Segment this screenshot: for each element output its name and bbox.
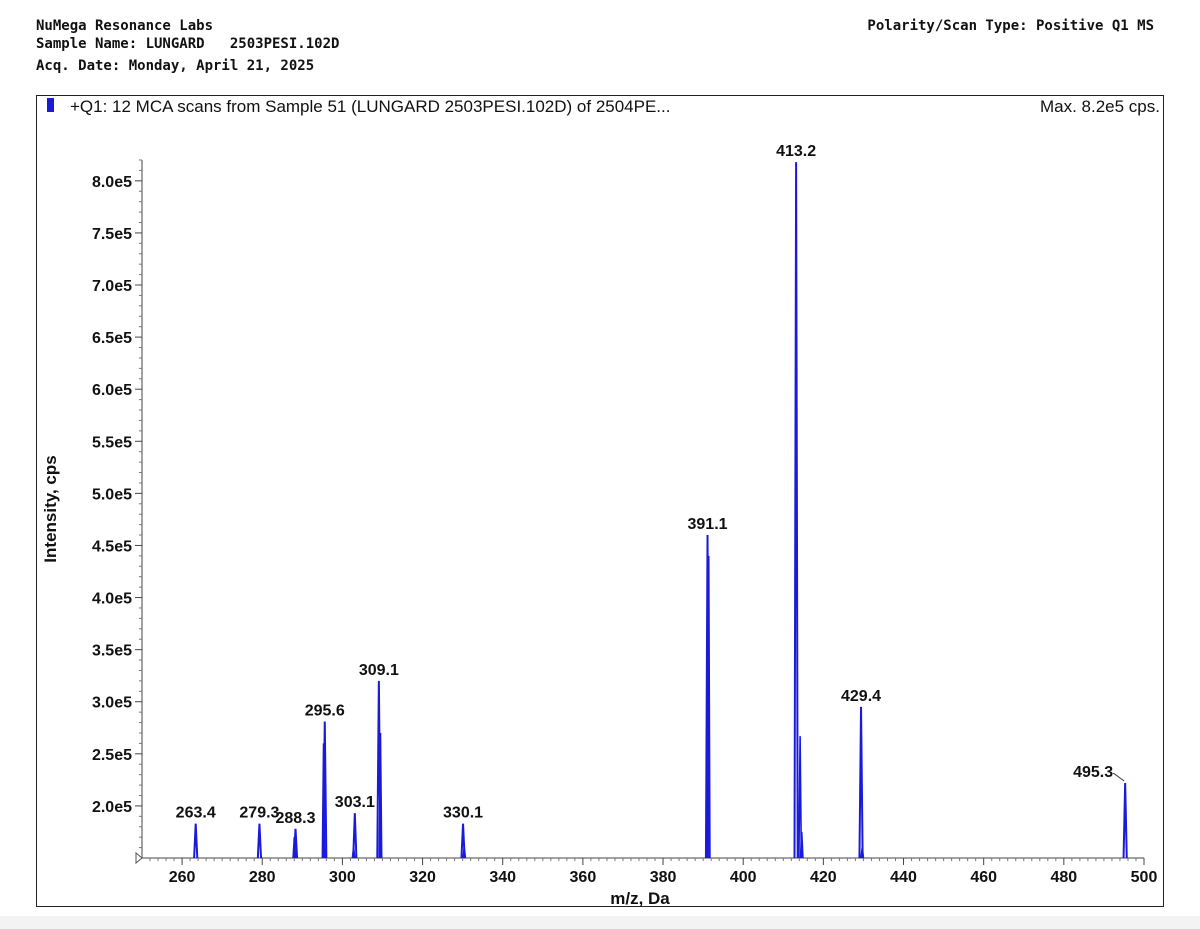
lab-name: NuMega Resonance Labs [36, 18, 214, 34]
y-tick-label: 6.5e5 [92, 330, 132, 347]
chart-title: +Q1: 12 MCA scans from Sample 51 (LUNGAR… [70, 97, 670, 116]
peak [352, 813, 358, 859]
sample-name: Sample Name: LUNGARD 2503PESI.102D [36, 36, 340, 52]
peak [256, 823, 263, 859]
x-axis-origin-marker [135, 851, 143, 865]
x-tick-label: 480 [1050, 869, 1077, 886]
peak [292, 828, 299, 859]
x-axis-label: m/z, Da [610, 889, 670, 907]
x-tick-label: 460 [970, 869, 997, 886]
y-tick-label: 5.5e5 [92, 434, 132, 451]
x-tick-label: 500 [1131, 869, 1158, 886]
peak-label: 495.3 [1073, 764, 1113, 781]
peaks [193, 162, 1128, 859]
peak [376, 680, 382, 859]
chart-frame [36, 95, 1164, 907]
x-tick-label: 440 [890, 869, 917, 886]
window-bottom-strip [0, 916, 1200, 929]
acquisition-date: Acq. Date: Monday, April 21, 2025 [36, 58, 315, 74]
peak-label: 391.1 [688, 516, 728, 533]
x-tick-label: 380 [650, 869, 677, 886]
x-tick-label: 420 [810, 869, 837, 886]
peak-label-leader [1112, 772, 1125, 782]
peak-label: 263.4 [176, 805, 216, 822]
peak-label: 303.1 [335, 794, 375, 811]
x-tick-label: 340 [489, 869, 516, 886]
peak [1122, 782, 1128, 859]
y-axis-label: Intensity, cps [41, 455, 60, 562]
mass-spectrum-chart: +Q1: 12 MCA scans from Sample 51 (LUNGAR… [41, 97, 1160, 907]
peak-label: 309.1 [359, 662, 399, 679]
y-ticks: 2.0e5 2.5e5 3.0e5 3.5e5 4.0e5 4.5e5 5.0e5 5.5e5… [92, 159, 142, 849]
x-tick-label: 360 [570, 869, 597, 886]
peak-label: 413.2 [776, 143, 816, 160]
y-tick-label: 2.5e5 [92, 747, 132, 764]
polarity-scan-type: Polarity/Scan Type: Positive Q1 MS [867, 18, 1154, 34]
y-tick-label: 5.0e5 [92, 486, 132, 503]
peak-label: 330.1 [443, 805, 483, 822]
y-tick-label: 3.5e5 [92, 643, 132, 660]
y-tick-label: 4.5e5 [92, 538, 132, 555]
y-tick-label: 8.0e5 [92, 174, 132, 191]
y-tick-label: 7.5e5 [92, 226, 132, 243]
series-color-swatch [47, 98, 54, 112]
peak [704, 535, 711, 859]
peak [793, 162, 799, 859]
y-tick-label: 4.0e5 [92, 591, 132, 608]
peak [460, 823, 466, 859]
y-tick-label: 6.0e5 [92, 382, 132, 399]
minor-peak [799, 831, 804, 859]
max-intensity-label: Max. 8.2e5 cps. [1040, 97, 1160, 116]
peak [193, 823, 199, 859]
peak-label: 429.4 [841, 688, 881, 705]
peak-label: 295.6 [305, 703, 345, 720]
peak [858, 706, 864, 859]
x-tick-label: 260 [169, 869, 196, 886]
x-tick-label: 280 [249, 869, 276, 886]
peak [322, 721, 328, 859]
y-tick-label: 3.0e5 [92, 695, 132, 712]
y-tick-label: 7.0e5 [92, 278, 132, 295]
y-tick-label: 2.0e5 [92, 799, 132, 816]
x-tick-label: 320 [409, 869, 436, 886]
peak-label: 288.3 [275, 810, 315, 827]
x-tick-label: 400 [730, 869, 757, 886]
peak-label: 279.3 [239, 805, 279, 822]
x-ticks: 260 280 300 320 340 360 380 400 420 440 460 480 500 [149, 858, 1158, 886]
minor-peak [798, 736, 803, 859]
x-tick-label: 300 [329, 869, 356, 886]
